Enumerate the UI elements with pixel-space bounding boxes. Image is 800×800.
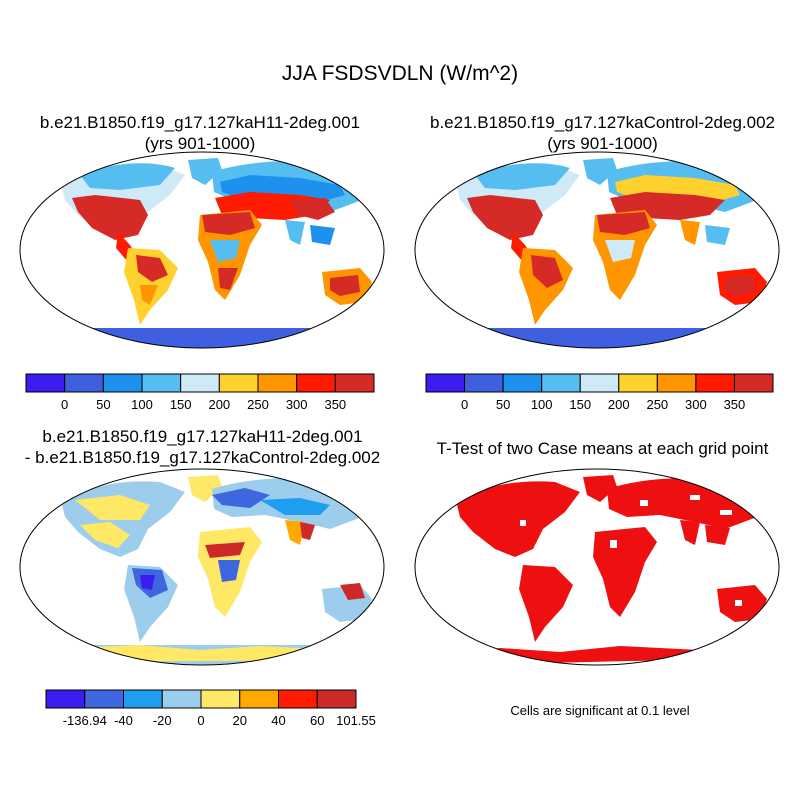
colorbar-swatch (464, 373, 504, 393)
colorbar-swatch (25, 373, 66, 393)
panel-control-title: b.e21.B1850.f19_g17.127kaControl-2deg.00… (410, 112, 795, 154)
colorbar-swatch (656, 373, 697, 393)
colorbar-tick-label: 250 (247, 397, 269, 412)
colorbar-swatch (257, 373, 298, 393)
colorbar-swatch (161, 689, 202, 709)
colorbar-tick-label: 350 (724, 397, 746, 412)
colorbar-swatch (64, 373, 104, 393)
colorbar-swatch (278, 689, 318, 709)
map-boundary (19, 151, 385, 349)
panel-case-title-line1: b.e21.B1850.f19_g17.127kaH11-2deg.001 (39, 113, 361, 132)
colorbar-swatch (733, 373, 774, 393)
colorbar-tick-label: 20 (233, 713, 247, 728)
colorbar-tick-label: 300 (286, 397, 308, 412)
colorbar-tick-label: 50 (496, 397, 510, 412)
map-boundary (414, 151, 780, 349)
panel-difference-title: b.e21.B1850.f19_g17.127kaH11-2deg.001 - … (10, 426, 395, 468)
colorbar-swatch (334, 373, 375, 393)
colorbar-swatch (218, 373, 259, 393)
colorbar-swatch (45, 689, 86, 709)
colorbar-swatch (123, 689, 163, 709)
colorbar-swatch (541, 373, 581, 393)
colorbar-swatch (316, 689, 357, 709)
colorbar-tick-label: 100 (531, 397, 553, 412)
map-boundary (19, 468, 385, 666)
colorbar-tick-label: -136.94 (63, 713, 107, 728)
colorbar-swatch (579, 373, 620, 393)
colorbar-tick-label: 101.55 (336, 713, 376, 728)
colorbar-tick-label: 60 (310, 713, 324, 728)
colorbar-control: 0 50 100 150 200 250 300 350 (425, 373, 774, 412)
colorbar-tick-label: -40 (114, 713, 133, 728)
colorbar-swatch (180, 373, 220, 393)
colorbar-swatch (200, 689, 241, 709)
colorbar-tick-label: 40 (271, 713, 285, 728)
non-significant-cells (520, 495, 742, 606)
map-panel-control (414, 151, 780, 349)
map-boundary (414, 468, 780, 666)
colorbar-swatch (695, 373, 735, 393)
panel-control-title-line2: (yrs 901-1000) (547, 134, 658, 153)
colorbar-swatch (502, 373, 543, 393)
colorbar-difference: -136.94 -40 -20 0 20 40 60 101.55 (45, 689, 376, 728)
colorbar-tick-label: 0 (461, 397, 468, 412)
significance-note: Cells are significant at 0.1 level (510, 703, 690, 718)
colorbar-tick-label: 50 (96, 397, 110, 412)
colorbar-swatch (296, 373, 336, 393)
colorbar-tick-label: 100 (131, 397, 153, 412)
colorbar-swatch (84, 689, 124, 709)
map-panel-ttest (414, 468, 780, 666)
colorbar-tick-label: 350 (324, 397, 346, 412)
colorbar-swatch (618, 373, 658, 393)
colorbar-tick-label: -20 (153, 713, 172, 728)
panel-ttest-title: T-Test of two Case means at each grid po… (436, 439, 769, 458)
figure-title: JJA FSDSVDLN (W/m^2) (281, 62, 519, 85)
panel-difference-title-line2: - b.e21.B1850.f19_g17.127kaControl-2deg.… (24, 448, 381, 467)
colorbar-tick-label: 300 (685, 397, 707, 412)
colorbar-tick-label: 200 (208, 397, 230, 412)
map-panel-difference (19, 468, 385, 666)
colorbar-tick-label: 200 (608, 397, 630, 412)
panel-control-title-line1: b.e21.B1850.f19_g17.127kaControl-2deg.00… (429, 113, 775, 132)
colorbar-swatch (102, 373, 143, 393)
panel-case-title: b.e21.B1850.f19_g17.127kaH11-2deg.001 (y… (10, 112, 390, 154)
panel-difference-title-line1: b.e21.B1850.f19_g17.127kaH11-2deg.001 (42, 427, 363, 446)
colorbar-swatch (425, 373, 466, 393)
colorbar-swatch (239, 689, 279, 709)
colorbar-tick-label: 250 (646, 397, 668, 412)
colorbar-tick-label: 0 (197, 713, 204, 728)
colorbar-swatch (141, 373, 182, 393)
map-field-case (20, 158, 384, 348)
colorbar-tick-label: 150 (170, 397, 192, 412)
panel-case-title-line2: (yrs 901-1000) (144, 134, 256, 153)
colorbar-case: 0 50 100 150 200 250 300 350 (25, 373, 375, 412)
colorbar-tick-label: 150 (569, 397, 591, 412)
map-panel-case (19, 151, 385, 349)
colorbar-tick-label: 0 (61, 397, 68, 412)
